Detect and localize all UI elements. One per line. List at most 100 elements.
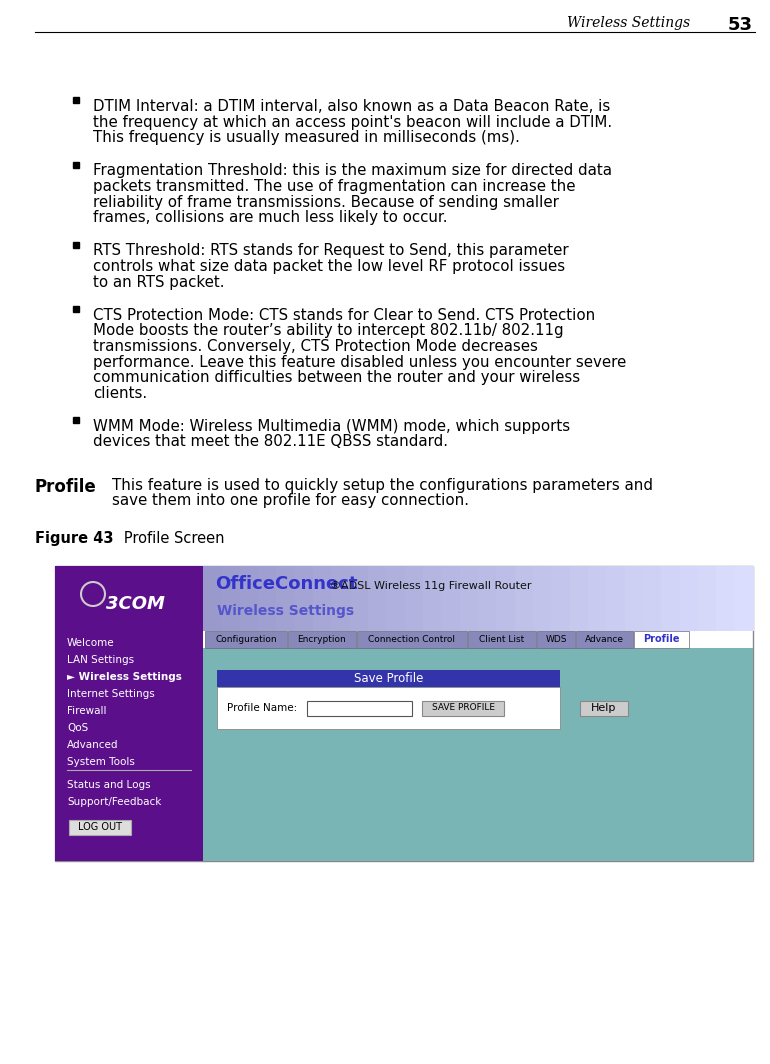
Text: communication difficulties between the router and your wireless: communication difficulties between the r… bbox=[93, 370, 580, 385]
Bar bbox=[422, 700, 504, 715]
Text: LOG OUT: LOG OUT bbox=[78, 822, 122, 832]
Bar bbox=[203, 566, 223, 631]
Bar bbox=[73, 417, 79, 423]
Text: ► Wireless Settings: ► Wireless Settings bbox=[67, 672, 182, 682]
Bar bbox=[55, 566, 203, 621]
Text: Status and Logs: Status and Logs bbox=[67, 780, 151, 789]
Bar bbox=[288, 631, 356, 648]
Text: Save Profile: Save Profile bbox=[353, 672, 424, 685]
Bar bbox=[716, 566, 735, 631]
Bar bbox=[497, 566, 516, 631]
Text: devices that meet the 802.11E QBSS standard.: devices that meet the 802.11E QBSS stand… bbox=[93, 434, 448, 449]
Bar bbox=[73, 97, 79, 103]
Text: This frequency is usually measured in milliseconds (ms).: This frequency is usually measured in mi… bbox=[93, 130, 520, 145]
Text: System Tools: System Tools bbox=[67, 757, 135, 767]
Bar bbox=[580, 700, 628, 715]
Bar bbox=[680, 566, 699, 631]
Text: controls what size data packet the low level RF protocol issues: controls what size data packet the low l… bbox=[93, 259, 565, 275]
Bar bbox=[478, 566, 497, 631]
Text: WDS: WDS bbox=[545, 635, 567, 644]
Text: Client List: Client List bbox=[480, 635, 524, 644]
Bar bbox=[357, 631, 467, 648]
Text: ®ADSL Wireless 11g Firewall Router: ®ADSL Wireless 11g Firewall Router bbox=[330, 581, 531, 591]
Bar bbox=[735, 566, 754, 631]
Text: Configuration: Configuration bbox=[215, 635, 276, 644]
Bar bbox=[606, 566, 626, 631]
Text: packets transmitted. The use of fragmentation can increase the: packets transmitted. The use of fragment… bbox=[93, 179, 575, 194]
Text: OfficeConnect: OfficeConnect bbox=[215, 575, 357, 593]
Text: Profile Screen: Profile Screen bbox=[110, 531, 225, 546]
Text: Fragmentation Threshold: this is the maximum size for directed data: Fragmentation Threshold: this is the max… bbox=[93, 164, 612, 179]
Bar bbox=[295, 566, 314, 631]
Bar bbox=[221, 566, 241, 631]
Text: Profile: Profile bbox=[35, 478, 97, 496]
Text: performance. Leave this feature disabled unless you encounter severe: performance. Leave this feature disabled… bbox=[93, 354, 626, 369]
Text: Profile: Profile bbox=[643, 634, 680, 645]
Bar bbox=[350, 566, 369, 631]
Bar bbox=[624, 566, 644, 631]
Bar bbox=[588, 566, 608, 631]
Bar bbox=[423, 566, 442, 631]
Text: reliability of frame transmissions. Because of sending smaller: reliability of frame transmissions. Beca… bbox=[93, 195, 559, 210]
Text: Help: Help bbox=[591, 703, 617, 713]
Bar bbox=[460, 566, 479, 631]
Bar bbox=[698, 566, 718, 631]
Text: Encryption: Encryption bbox=[298, 635, 346, 644]
Bar bbox=[205, 631, 287, 648]
Text: Mode boosts the router’s ability to intercept 802.11b/ 802.11g: Mode boosts the router’s ability to inte… bbox=[93, 323, 564, 338]
Text: SAVE PROFILE: SAVE PROFILE bbox=[431, 703, 494, 713]
Bar bbox=[441, 566, 460, 631]
Text: DTIM Interval: a DTIM interval, also known as a Data Beacon Rate, is: DTIM Interval: a DTIM interval, also kno… bbox=[93, 99, 611, 114]
Text: Support/Feedback: Support/Feedback bbox=[67, 797, 162, 807]
Bar bbox=[217, 670, 560, 687]
Text: Wireless Settings: Wireless Settings bbox=[567, 16, 690, 30]
Text: transmissions. Conversely, CTS Protection Mode decreases: transmissions. Conversely, CTS Protectio… bbox=[93, 339, 538, 354]
Bar bbox=[73, 162, 79, 167]
Text: clients.: clients. bbox=[93, 385, 147, 400]
Text: QoS: QoS bbox=[67, 724, 89, 733]
Bar bbox=[643, 566, 662, 631]
Bar bbox=[661, 566, 681, 631]
Bar bbox=[217, 687, 560, 729]
Bar bbox=[55, 566, 753, 861]
Bar bbox=[468, 631, 536, 648]
Text: Advance: Advance bbox=[585, 635, 624, 644]
Bar bbox=[551, 566, 571, 631]
Bar bbox=[73, 306, 79, 312]
Text: 53: 53 bbox=[728, 16, 753, 34]
Bar bbox=[634, 631, 689, 648]
Text: Firewall: Firewall bbox=[67, 706, 106, 716]
Bar bbox=[258, 566, 277, 631]
Bar bbox=[313, 566, 333, 631]
Text: 3COM: 3COM bbox=[105, 595, 165, 613]
Text: WMM Mode: Wireless Multimedia (WMM) mode, which supports: WMM Mode: Wireless Multimedia (WMM) mode… bbox=[93, 419, 570, 434]
Text: CTS Protection Mode: CTS stands for Clear to Send. CTS Protection: CTS Protection Mode: CTS stands for Clea… bbox=[93, 307, 595, 323]
Bar bbox=[307, 700, 412, 715]
Text: Advanced: Advanced bbox=[67, 739, 119, 750]
Text: RTS Threshold: RTS stands for Request to Send, this parameter: RTS Threshold: RTS stands for Request to… bbox=[93, 244, 568, 259]
Text: LAN Settings: LAN Settings bbox=[67, 655, 134, 665]
Bar bbox=[55, 566, 203, 861]
Text: frames, collisions are much less likely to occur.: frames, collisions are much less likely … bbox=[93, 210, 447, 225]
Bar bbox=[533, 566, 552, 631]
Text: Profile Name:: Profile Name: bbox=[227, 703, 297, 713]
Text: This feature is used to quickly setup the configurations parameters and: This feature is used to quickly setup th… bbox=[112, 478, 653, 493]
Text: Wireless Settings: Wireless Settings bbox=[217, 604, 354, 618]
Text: Figure 43: Figure 43 bbox=[35, 531, 113, 546]
Text: to an RTS packet.: to an RTS packet. bbox=[93, 275, 225, 289]
Bar bbox=[570, 566, 589, 631]
Bar bbox=[203, 648, 753, 861]
Text: save them into one profile for easy connection.: save them into one profile for easy conn… bbox=[112, 494, 469, 509]
Text: Internet Settings: Internet Settings bbox=[67, 689, 155, 699]
Bar bbox=[368, 566, 387, 631]
Bar bbox=[514, 566, 534, 631]
Text: Welcome: Welcome bbox=[67, 638, 115, 648]
Bar bbox=[537, 631, 575, 648]
Bar bbox=[576, 631, 633, 648]
Bar bbox=[331, 566, 350, 631]
Bar bbox=[276, 566, 296, 631]
Bar bbox=[69, 820, 131, 835]
Bar bbox=[387, 566, 406, 631]
Bar bbox=[73, 242, 79, 248]
Bar bbox=[239, 566, 259, 631]
